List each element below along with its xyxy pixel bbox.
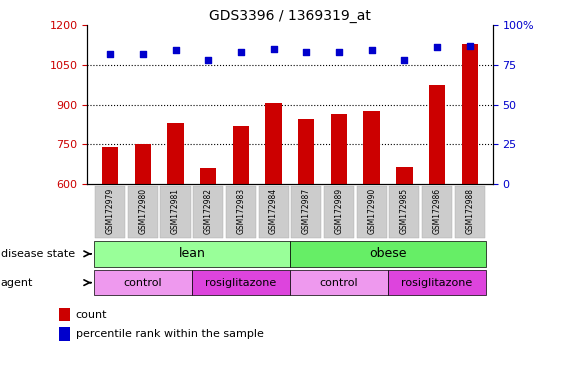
Point: [138, 51, 148, 57]
Bar: [331, 114, 347, 184]
Text: GSM172982: GSM172982: [204, 188, 213, 234]
Text: GSM172980: GSM172980: [138, 188, 148, 234]
Bar: [364, 111, 380, 184]
Text: GSM172990: GSM172990: [367, 188, 376, 234]
Text: disease state: disease state: [1, 249, 75, 259]
Bar: [388, 270, 486, 295]
Point: [367, 47, 376, 53]
Text: GSM172988: GSM172988: [465, 188, 474, 234]
Bar: [290, 241, 486, 266]
Bar: [102, 147, 118, 184]
Text: count: count: [75, 310, 107, 320]
Text: GSM172987: GSM172987: [302, 188, 311, 234]
Bar: [160, 186, 190, 238]
Text: GSM172981: GSM172981: [171, 188, 180, 234]
Bar: [94, 241, 290, 266]
Text: obese: obese: [369, 247, 406, 260]
Text: percentile rank within the sample: percentile rank within the sample: [75, 329, 263, 339]
Bar: [429, 85, 445, 184]
Bar: [290, 270, 388, 295]
Text: GSM172983: GSM172983: [236, 188, 245, 234]
Point: [400, 57, 409, 63]
Point: [171, 47, 180, 53]
Bar: [128, 186, 158, 238]
Point: [204, 57, 213, 63]
Point: [432, 44, 441, 50]
Title: GDS3396 / 1369319_at: GDS3396 / 1369319_at: [209, 8, 371, 23]
Bar: [59, 327, 70, 341]
Bar: [59, 308, 70, 321]
Text: GSM172986: GSM172986: [432, 188, 441, 234]
Bar: [356, 186, 387, 238]
Bar: [193, 186, 224, 238]
Bar: [265, 103, 282, 184]
Bar: [291, 186, 321, 238]
Bar: [324, 186, 354, 238]
Point: [269, 46, 278, 52]
Text: rosiglitazone: rosiglitazone: [401, 278, 473, 288]
Text: rosiglitazone: rosiglitazone: [205, 278, 276, 288]
Text: GSM172989: GSM172989: [334, 188, 343, 234]
Bar: [192, 270, 290, 295]
Point: [334, 49, 343, 55]
Bar: [135, 144, 151, 184]
Bar: [200, 168, 216, 184]
Text: control: control: [320, 278, 358, 288]
Bar: [298, 119, 315, 184]
Bar: [258, 186, 289, 238]
Bar: [390, 186, 419, 238]
Point: [465, 43, 474, 49]
Bar: [462, 43, 478, 184]
Point: [302, 49, 311, 55]
Bar: [422, 186, 452, 238]
Text: agent: agent: [1, 278, 33, 288]
Text: GSM172984: GSM172984: [269, 188, 278, 234]
Bar: [95, 186, 125, 238]
Text: GSM172985: GSM172985: [400, 188, 409, 234]
Text: control: control: [123, 278, 162, 288]
Text: GSM172979: GSM172979: [106, 188, 115, 234]
Bar: [455, 186, 485, 238]
Bar: [226, 186, 256, 238]
Text: lean: lean: [178, 247, 205, 260]
Bar: [167, 123, 184, 184]
Point: [236, 49, 245, 55]
Bar: [94, 270, 192, 295]
Bar: [396, 167, 413, 184]
Point: [106, 51, 115, 57]
Bar: [233, 126, 249, 184]
